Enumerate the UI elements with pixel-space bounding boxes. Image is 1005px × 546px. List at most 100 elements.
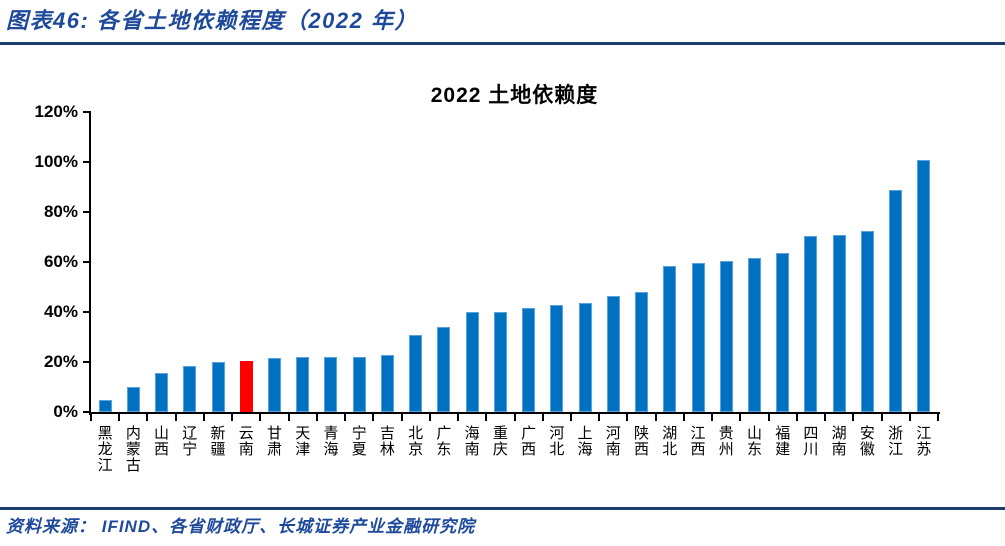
x-tick <box>598 414 600 421</box>
chart-title: 2022 土地依赖度 <box>430 84 599 107</box>
bar-广东 <box>437 327 451 412</box>
x-tick <box>683 414 685 421</box>
bar-湖北 <box>663 265 677 412</box>
x-tick <box>514 414 516 421</box>
bar-海南 <box>465 312 479 412</box>
bar-河南 <box>606 295 620 412</box>
x-category-label: 云南 <box>238 425 254 458</box>
x-tick <box>372 414 374 421</box>
x-tick <box>881 414 883 421</box>
y-tick <box>83 311 91 313</box>
x-tick <box>175 414 177 421</box>
bar-陕西 <box>635 292 649 412</box>
x-category-label: 浙江 <box>888 425 904 458</box>
x-tick <box>259 414 261 421</box>
x-tick <box>626 414 628 421</box>
x-tick <box>711 414 713 421</box>
x-category-label: 上海 <box>577 425 593 458</box>
y-tick <box>83 361 91 363</box>
x-tick <box>344 414 346 421</box>
x-tick <box>203 414 205 421</box>
bar-贵州 <box>719 260 733 412</box>
bar-天津 <box>296 357 310 412</box>
bar-江西 <box>691 263 705 412</box>
x-category-label: 北京 <box>408 425 424 458</box>
x-category-label: 内蒙古 <box>125 425 141 474</box>
y-tick-label: 40% <box>43 302 78 321</box>
x-category-label: 湖南 <box>831 425 847 458</box>
x-tick <box>852 414 854 421</box>
x-tick <box>429 414 431 421</box>
x-category-label: 安徽 <box>859 425 875 458</box>
bar-辽宁 <box>183 365 197 412</box>
bar-吉林 <box>380 354 394 412</box>
x-category-label: 黑龙江 <box>97 425 113 474</box>
x-axis <box>89 412 940 414</box>
x-category-label: 四川 <box>803 425 819 458</box>
x-category-label: 福建 <box>775 425 791 458</box>
x-category-label: 宁夏 <box>351 425 367 458</box>
x-tick <box>288 414 290 421</box>
x-tick <box>118 414 120 421</box>
y-tick-label: 20% <box>43 352 78 371</box>
x-category-label: 山东 <box>746 425 762 458</box>
bar-江苏 <box>917 159 931 412</box>
x-tick <box>146 414 148 421</box>
x-category-label: 海南 <box>464 425 480 458</box>
x-category-label: 陕西 <box>634 425 650 458</box>
bar-宁夏 <box>352 357 366 412</box>
x-category-label: 辽宁 <box>182 425 198 458</box>
x-tick <box>655 414 657 421</box>
y-tick-label: 0% <box>53 402 78 421</box>
figure-caption: 图表46: 各省土地依赖程度（2022 年） <box>6 8 418 33</box>
bar-安徽 <box>860 230 874 412</box>
y-axis <box>89 111 91 415</box>
x-category-label: 吉林 <box>379 425 395 458</box>
footer-divider <box>0 507 1005 510</box>
bar-甘肃 <box>268 358 282 412</box>
x-category-label: 广东 <box>436 425 452 458</box>
bar-湖南 <box>832 234 846 412</box>
x-tick <box>909 414 911 421</box>
y-tick <box>83 161 91 163</box>
bar-四川 <box>804 235 818 412</box>
x-category-label: 河北 <box>549 425 565 458</box>
x-category-label: 重庆 <box>492 425 508 458</box>
bar-浙江 <box>889 189 903 412</box>
bar-上海 <box>578 303 592 412</box>
bar-青海 <box>324 357 338 412</box>
bar-内蒙古 <box>126 387 140 412</box>
bar-黑龙江 <box>98 399 112 412</box>
x-tick <box>90 414 92 421</box>
x-tick <box>796 414 798 421</box>
y-tick <box>83 261 91 263</box>
x-tick <box>937 414 939 421</box>
x-category-label: 贵州 <box>718 425 734 458</box>
x-category-label: 河南 <box>605 425 621 458</box>
x-category-label: 江苏 <box>916 425 932 458</box>
y-tick <box>83 211 91 213</box>
header-divider <box>0 42 1005 45</box>
x-category-label: 天津 <box>295 425 311 458</box>
x-category-label: 青海 <box>323 425 339 458</box>
y-tick <box>83 111 91 113</box>
x-tick <box>768 414 770 421</box>
x-tick <box>570 414 572 421</box>
y-tick <box>83 411 91 413</box>
x-category-label: 新疆 <box>210 425 226 458</box>
bar-新疆 <box>211 362 225 412</box>
x-tick <box>457 414 459 421</box>
y-tick-label: 120% <box>34 102 78 121</box>
x-tick <box>824 414 826 421</box>
x-tick <box>485 414 487 421</box>
x-category-label: 山西 <box>154 425 170 458</box>
source-note: 资料来源： IFIND、各省财政厅、长城证券产业金融研究院 <box>6 517 476 536</box>
y-tick-label: 100% <box>34 152 78 171</box>
bar-重庆 <box>493 312 507 412</box>
x-category-label: 甘肃 <box>266 425 282 458</box>
bar-山东 <box>747 258 761 412</box>
bar-云南 <box>239 360 253 412</box>
x-category-label: 广西 <box>521 425 537 458</box>
y-tick-label: 80% <box>43 202 78 221</box>
